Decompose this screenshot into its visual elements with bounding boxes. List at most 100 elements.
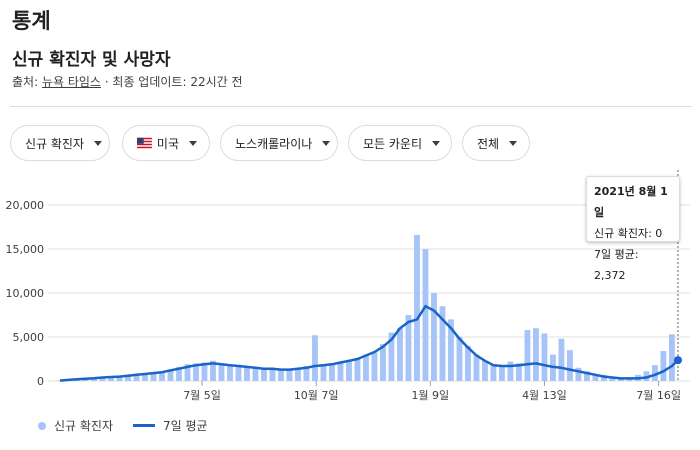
bar bbox=[159, 371, 165, 381]
bar bbox=[516, 363, 522, 381]
legend-item-average[interactable]: 7일 평균 bbox=[133, 417, 208, 434]
tooltip-date: 2021년 8월 1일 bbox=[594, 185, 668, 219]
county-dropdown-label: 모든 카운티 bbox=[363, 136, 423, 151]
bar bbox=[405, 315, 412, 381]
y-tick-label: 10,000 bbox=[6, 287, 45, 300]
bar bbox=[210, 360, 216, 381]
bar bbox=[558, 338, 565, 381]
x-tick-label: 7월 16일 bbox=[636, 388, 681, 402]
bar bbox=[422, 249, 429, 381]
bar bbox=[567, 350, 573, 381]
y-tick-label: 20,000 bbox=[6, 199, 45, 212]
bar bbox=[227, 364, 233, 381]
cases-chart[interactable]: 20,000 15,000 10,000 5,000 0 7월 5일 10월 7일 1월 9일… bbox=[0, 170, 700, 410]
bar bbox=[669, 334, 675, 381]
bar bbox=[286, 369, 293, 381]
legend-average-label: 7일 평균 bbox=[163, 419, 208, 433]
chart-legend: 신규 확진자 7일 평균 bbox=[38, 417, 228, 434]
bar bbox=[473, 354, 480, 381]
last-updated: · 최종 업데이트: 22시간 전 bbox=[100, 75, 243, 89]
bar bbox=[108, 376, 114, 381]
x-tick-label: 1월 9일 bbox=[411, 388, 449, 402]
bar bbox=[507, 361, 514, 381]
chart-tooltip: 2021년 8월 1일 신규 확진자: 0 7일 평균: 2,372 bbox=[586, 176, 680, 282]
bar bbox=[371, 351, 378, 381]
page-title: 통계 bbox=[12, 9, 51, 33]
source-prefix: 출처: bbox=[12, 75, 42, 89]
bar bbox=[176, 366, 182, 381]
region-dropdown-label: 노스캐롤라이나 bbox=[235, 136, 313, 151]
region-dropdown[interactable]: 노스캐롤라이나 bbox=[220, 125, 338, 161]
y-tick-label: 5,000 bbox=[13, 331, 45, 344]
range-dropdown[interactable]: 전체 bbox=[462, 125, 530, 161]
caret-down-icon bbox=[189, 140, 197, 146]
bar bbox=[465, 345, 471, 381]
caret-down-icon bbox=[322, 140, 331, 146]
bar bbox=[295, 367, 301, 381]
bar bbox=[363, 354, 369, 381]
bar bbox=[414, 234, 420, 381]
bar bbox=[541, 333, 548, 381]
bar bbox=[643, 371, 650, 381]
bar bbox=[312, 335, 318, 381]
bar bbox=[167, 369, 174, 381]
bar bbox=[278, 368, 284, 381]
bar bbox=[439, 306, 446, 381]
bar bbox=[184, 364, 191, 381]
bar bbox=[397, 328, 403, 381]
bar bbox=[592, 373, 599, 381]
bar bbox=[244, 366, 250, 381]
legend-cases-label: 신규 확진자 bbox=[54, 419, 114, 433]
bar bbox=[456, 337, 463, 381]
bar bbox=[218, 363, 225, 381]
bar bbox=[575, 367, 582, 381]
tooltip-average: 7일 평균: 2,372 bbox=[594, 248, 639, 282]
x-tick-label: 7월 5일 bbox=[183, 388, 221, 402]
bar bbox=[150, 372, 157, 381]
divider bbox=[10, 106, 692, 107]
caret-down-icon bbox=[432, 140, 441, 146]
country-dropdown[interactable]: 미국 bbox=[122, 125, 210, 161]
bar bbox=[524, 329, 531, 381]
average-line bbox=[59, 304, 679, 382]
bar bbox=[354, 358, 361, 381]
county-dropdown[interactable]: 모든 카운티 bbox=[348, 125, 452, 161]
us-flag-icon bbox=[137, 137, 152, 149]
source-line: 출처: 뉴욕 타임스 · 최종 업데이트: 22시간 전 bbox=[12, 73, 243, 90]
bar bbox=[499, 365, 505, 381]
bar bbox=[99, 377, 106, 381]
x-tick-label: 4월 13일 bbox=[522, 388, 567, 402]
metric-dropdown-label: 신규 확진자 bbox=[25, 136, 85, 151]
metric-dropdown[interactable]: 신규 확진자 bbox=[10, 125, 110, 161]
bar bbox=[252, 367, 259, 381]
legend-dot-icon bbox=[38, 421, 46, 430]
bar bbox=[533, 328, 539, 381]
bar bbox=[261, 368, 267, 381]
bar bbox=[584, 371, 590, 381]
bar bbox=[346, 359, 352, 381]
range-dropdown-label: 전체 bbox=[477, 136, 500, 151]
bar bbox=[609, 376, 616, 381]
bar bbox=[116, 376, 123, 381]
bar bbox=[91, 377, 97, 381]
tooltip-cases: 신규 확진자: 0 bbox=[594, 227, 663, 240]
bar bbox=[193, 363, 199, 381]
legend-item-cases[interactable]: 신규 확진자 bbox=[38, 417, 113, 434]
x-tick-label: 10월 7일 bbox=[294, 388, 339, 402]
bar bbox=[125, 374, 131, 381]
caret-down-icon bbox=[94, 140, 103, 146]
bar bbox=[133, 373, 140, 381]
bar bbox=[380, 344, 386, 381]
bar bbox=[601, 374, 607, 381]
section-title: 신규 확진자 및 사망자 bbox=[12, 50, 171, 70]
bar bbox=[482, 360, 488, 381]
y-tick-label: 15,000 bbox=[6, 243, 45, 256]
source-link[interactable]: 뉴욕 타임스 bbox=[41, 75, 101, 89]
bar bbox=[320, 365, 327, 381]
bar bbox=[448, 319, 454, 381]
hover-point bbox=[674, 356, 682, 365]
bar bbox=[431, 293, 437, 381]
country-dropdown-label: 미국 bbox=[156, 136, 179, 151]
bar bbox=[337, 361, 344, 381]
bar bbox=[388, 332, 395, 381]
